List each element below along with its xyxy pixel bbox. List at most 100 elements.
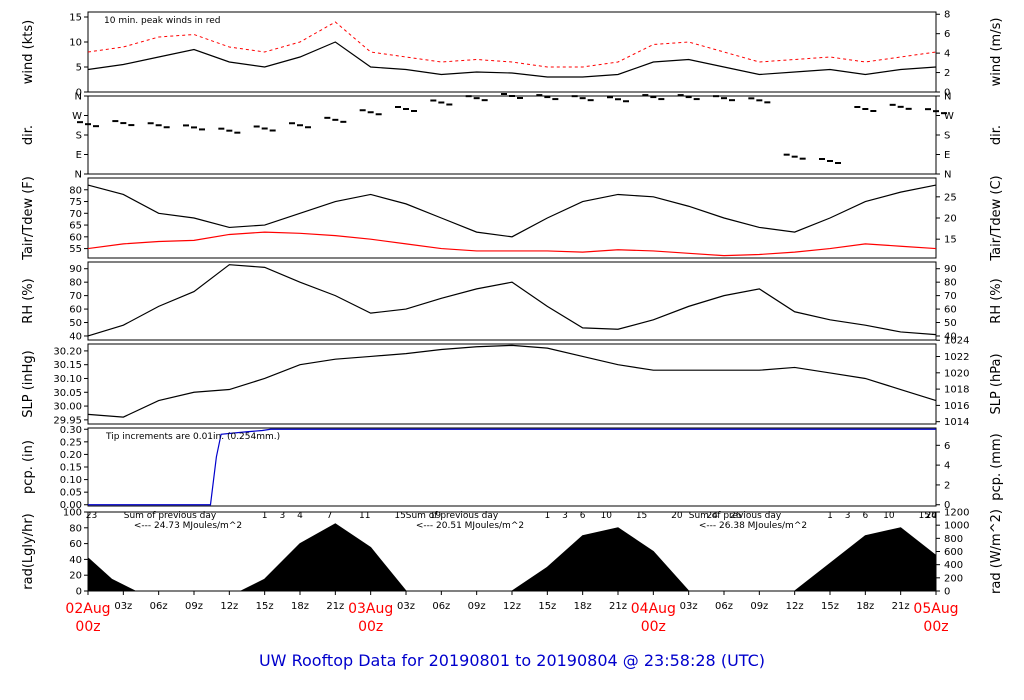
left-axis-label: dir. <box>21 125 36 145</box>
left-tick-label: 29.95 <box>53 415 82 426</box>
x-tick-label: 09z <box>750 601 768 612</box>
right-axis-label: wind (m/s) <box>989 18 1004 87</box>
left-tick-label: 100 <box>63 508 82 519</box>
rad-sum-value: <--- 20.51 MJoules/m^2 <box>416 521 524 531</box>
day-label-date: 04Aug <box>631 601 676 617</box>
rad-hour-label: 19 <box>430 511 442 521</box>
x-tick-label: 09z <box>468 601 486 612</box>
right-tick-label: 1016 <box>944 401 969 412</box>
day-label-date: 05Aug <box>913 601 958 617</box>
rad-sum-title: Sum of previous day <box>689 511 782 521</box>
left-tick-label: 40 <box>69 555 82 566</box>
right-tick-label: 200 <box>944 573 963 584</box>
rad-hour-label: 6 <box>580 511 586 521</box>
left-tick-label: 0.15 <box>60 463 82 474</box>
panel-annotation: 10 min. peak winds in red <box>104 16 221 26</box>
right-tick-label: 90 <box>944 264 957 275</box>
left-tick-label: 20 <box>69 571 82 582</box>
rad-hour-label: 15 <box>394 511 405 521</box>
left-tick-label: 30.05 <box>53 388 82 399</box>
rad-hour-label: 7 <box>327 511 333 521</box>
series-SLP <box>87 344 937 418</box>
day-label-date: 03Aug <box>348 601 393 617</box>
x-tick-label: 18z <box>574 601 592 612</box>
left-tick-label: W <box>72 111 82 122</box>
x-tick-label: 06z <box>432 601 450 612</box>
right-tick-label: 1022 <box>944 352 969 363</box>
series-pcp <box>88 428 936 506</box>
day-label-time: 00z <box>923 619 948 635</box>
panel-frame <box>87 177 937 259</box>
x-tick-label: 21z <box>609 601 627 612</box>
panel-wind: 0 5 10 15 0 2 4 6 8 wind (kts) wind (m/s) 10 min. p… <box>21 10 1004 99</box>
left-tick-label: 30.15 <box>53 360 82 371</box>
left-tick-label: 80 <box>69 185 82 196</box>
left-tick-label: 60 <box>69 232 82 243</box>
x-tick-label: 12z <box>503 601 521 612</box>
left-tick-label: 60 <box>69 539 82 550</box>
right-tick-label: 50 <box>944 318 957 329</box>
left-tick-label: 80 <box>69 523 82 534</box>
left-tick-label: 0 <box>76 88 82 99</box>
right-tick-label: E <box>944 150 950 161</box>
left-axis-label: RH (%) <box>21 278 36 323</box>
x-tick-label: 03z <box>397 601 415 612</box>
panel-pcp: 0.000.05 0.100.15 0.20 0.250.30 0 2 4 6 pcp. (in… <box>21 425 1004 511</box>
x-tick-label: 18z <box>291 601 309 612</box>
day-label-time: 00z <box>641 619 666 635</box>
series-Tair <box>87 184 937 238</box>
left-tick-label: S <box>76 131 82 142</box>
right-axis-label: pcp. (mm) <box>989 433 1004 500</box>
left-tick-label: 75 <box>69 197 82 208</box>
series-Tdew <box>87 231 937 257</box>
x-tick-label: 12z <box>220 601 238 612</box>
x-tick-label: 18z <box>856 601 874 612</box>
right-axis-label: SLP (hPa) <box>989 353 1004 414</box>
rad-hour-label: 10 <box>600 511 612 521</box>
x-tick-label: 15z <box>821 601 839 612</box>
right-tick-label: 2 <box>944 68 950 79</box>
right-tick-label: 1020 <box>944 368 969 379</box>
left-tick-label: N <box>75 170 82 181</box>
left-tick-label: 40 <box>69 331 82 342</box>
x-tick-label: 15z <box>256 601 274 612</box>
x-tick-label: 09z <box>185 601 203 612</box>
left-tick-label: 30.20 <box>53 346 82 357</box>
right-tick-label: 1018 <box>944 385 969 396</box>
left-tick-label: 60 <box>69 305 82 316</box>
right-tick-label: 2 <box>944 480 950 491</box>
rad-hour-label: 11 <box>359 511 370 521</box>
rad-sum-title: Sum of previous day <box>406 511 499 521</box>
series-rad <box>87 523 937 592</box>
x-tick-label: 03z <box>680 601 698 612</box>
right-tick-label: 1024 <box>944 336 969 347</box>
right-tick-label: 400 <box>944 560 963 571</box>
panel-frame <box>87 343 937 425</box>
left-tick-label: 50 <box>69 318 82 329</box>
rad-hour-label: 26 <box>730 511 742 521</box>
panel-frame <box>87 261 937 341</box>
right-tick-label: 4 <box>944 461 950 472</box>
rad-sum-value: <--- 26.38 MJoules/m^2 <box>699 521 807 531</box>
rad-hour-label: 24 <box>706 511 718 521</box>
rad-hour-label: 3 <box>562 511 568 521</box>
left-tick-label: 0.20 <box>60 450 82 461</box>
right-tick-label: 25 <box>944 192 957 203</box>
left-tick-label: N <box>75 92 82 103</box>
left-tick-label: 0.10 <box>60 475 82 486</box>
chart-title: UW Rooftop Data for 20190801 to 20190804… <box>259 651 765 670</box>
panel-rad: 020406080100020040060080010001200rad(Lgl… <box>21 508 1004 598</box>
panel-slp: 29.95 30.00 30.05 30.10 30.15 30.20 1014 1016 10… <box>21 336 1004 428</box>
rad-hour-label: 20 <box>926 511 938 521</box>
right-tick-label: 70 <box>944 291 957 302</box>
day-label-time: 00z <box>75 619 100 635</box>
right-tick-label: W <box>944 111 954 122</box>
left-tick-label: 0.25 <box>60 437 82 448</box>
left-tick-label: 10 <box>69 38 82 49</box>
right-tick-label: N <box>944 92 951 103</box>
x-tick-label: 21z <box>892 601 910 612</box>
rad-hour-label: 24 <box>926 511 938 521</box>
right-tick-label: 60 <box>944 305 957 316</box>
